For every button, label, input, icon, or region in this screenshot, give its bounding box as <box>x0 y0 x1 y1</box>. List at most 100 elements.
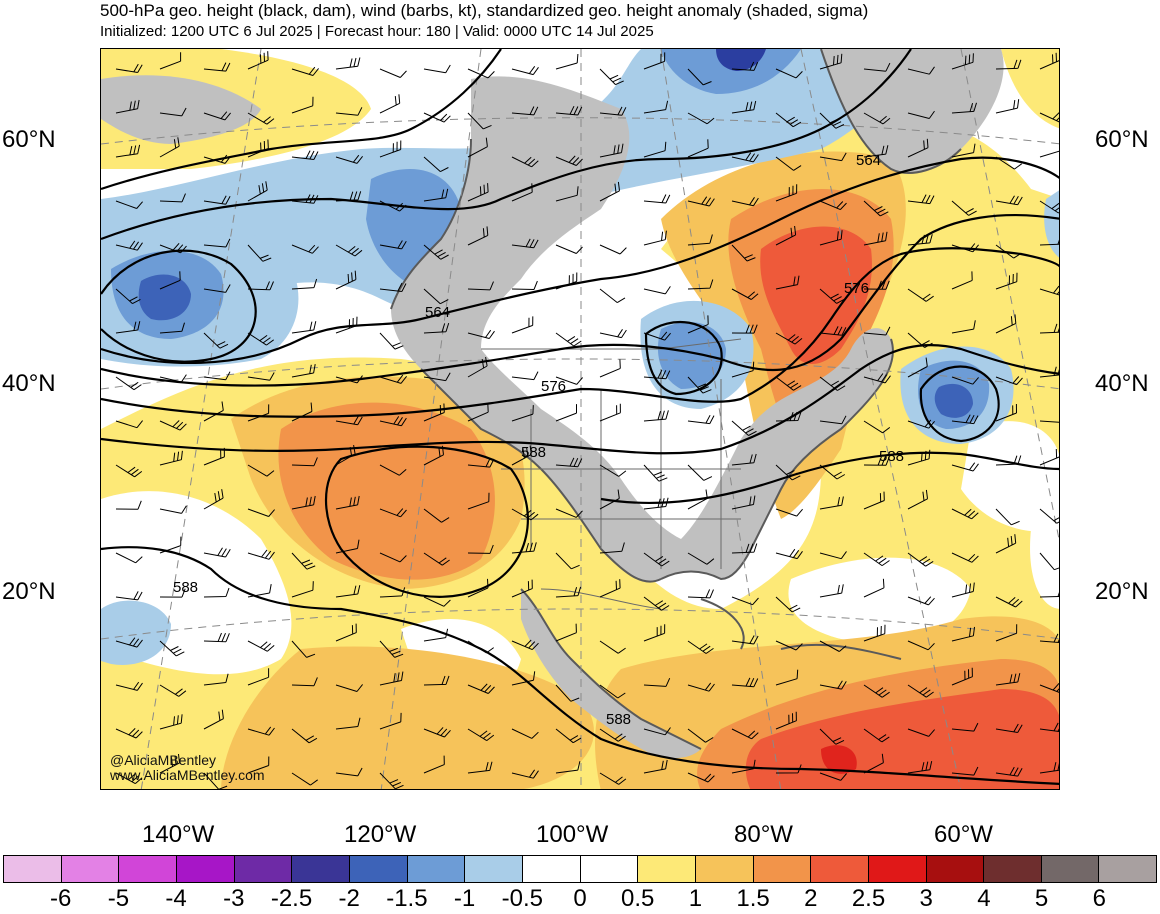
wind-barb <box>1039 366 1059 378</box>
wind-barb <box>995 673 1021 686</box>
wind-barb <box>907 552 934 567</box>
wind-barb <box>951 243 979 253</box>
colorbar-swatch <box>465 856 523 882</box>
wind-barb <box>731 288 759 300</box>
wind-barb <box>819 376 846 391</box>
wind-barb <box>819 53 843 70</box>
credit-handle: @AliciaMBentley <box>110 752 217 768</box>
wind-barb <box>863 728 890 743</box>
wind-barb <box>291 495 316 510</box>
wind-barb <box>731 453 757 466</box>
wind-barb <box>511 280 538 290</box>
wind-barb <box>291 772 318 786</box>
wind-barb <box>115 288 141 305</box>
wind-barb <box>731 543 758 554</box>
wind-barb <box>687 682 715 692</box>
wind-barb <box>467 226 489 246</box>
wind-barb <box>775 184 798 202</box>
colorbar-swatch <box>522 856 581 882</box>
wind-barb <box>687 196 715 207</box>
wind-barb <box>511 579 533 598</box>
wind-barb <box>995 59 1022 70</box>
wind-barb <box>159 52 182 70</box>
wind-barb <box>819 200 847 211</box>
wind-barb <box>511 156 539 168</box>
chart-subtitle: Initialized: 1200 UTC 6 Jul 2025 | Forec… <box>100 23 654 40</box>
wind-barb <box>247 756 270 774</box>
anomaly-neg-1-greatlakes <box>657 321 726 389</box>
anomaly-pos-25-spot <box>821 745 857 774</box>
colorbar-swatch <box>176 856 235 882</box>
anomaly-pos-2-east <box>760 226 872 364</box>
colorbar-swatch <box>753 856 812 882</box>
wind-barb <box>247 640 275 652</box>
wind-barb <box>599 772 627 785</box>
wind-barb <box>423 112 451 123</box>
credit-website: www.AliciaMBentley.com <box>110 767 265 783</box>
colorbar-label: -1.5 <box>386 885 428 912</box>
wind-barb <box>775 411 802 422</box>
wind-barb <box>1039 508 1059 524</box>
wind-barb <box>115 144 141 158</box>
wind-barb <box>203 238 231 248</box>
wind-barb <box>775 764 802 774</box>
wind-barb <box>335 316 358 334</box>
wind-barb <box>995 534 1017 554</box>
wind-barb <box>203 632 230 643</box>
colorbar-swatch <box>119 856 177 882</box>
wind-barb <box>291 66 319 76</box>
wind-barb <box>907 110 935 119</box>
wind-barb <box>511 371 539 381</box>
wind-barb <box>159 684 187 697</box>
wind-barb <box>1039 633 1059 643</box>
wind-barb <box>643 552 670 567</box>
contour-labels: 564 564 576 576 588 588 588 588 <box>173 152 904 728</box>
wind-barb <box>643 286 671 295</box>
colorbar-swatch <box>4 856 62 882</box>
wind-barb <box>643 331 671 341</box>
wind-barb <box>511 316 534 334</box>
contour-label: 576 <box>844 280 869 297</box>
wind-barb <box>159 588 186 598</box>
wind-barb <box>467 281 494 291</box>
wind-barb <box>951 143 976 158</box>
colorbar-label: 5 <box>1034 885 1049 912</box>
wind-barb <box>599 181 620 202</box>
land-greenland <box>821 49 1004 173</box>
wind-barb <box>1039 112 1059 123</box>
wind-barb <box>863 62 891 72</box>
wind-barb <box>555 623 577 642</box>
wind-barb <box>687 234 713 246</box>
wind-barb <box>643 677 671 687</box>
colorbar-label: 1 <box>688 885 703 912</box>
wind-barb <box>863 684 890 698</box>
wind-barb <box>379 374 407 384</box>
wind-barb <box>159 505 187 514</box>
wind-barb <box>423 156 449 173</box>
wind-barb <box>731 61 759 71</box>
wind-barb <box>555 272 578 290</box>
wind-barb <box>247 139 269 158</box>
colorbar-swatch <box>695 856 754 882</box>
wind-barb <box>643 52 666 70</box>
wind-barb <box>203 772 228 789</box>
wind-barb <box>819 112 845 129</box>
wind-barb <box>335 244 363 257</box>
wind-barb <box>995 766 1023 777</box>
wind-barb <box>819 230 843 246</box>
wind-barb <box>863 112 891 125</box>
wind-barb <box>379 282 407 292</box>
wind-barb <box>379 464 407 476</box>
anomaly-neg-15-atlantic <box>934 383 973 418</box>
lat-label-40n-left: 40°N <box>2 370 56 397</box>
map-canvas: 564 564 576 576 588 588 588 588 <box>101 49 1059 789</box>
wind-barb <box>467 183 489 202</box>
lat-label-60n-right: 60°N <box>1095 126 1149 153</box>
wind-barb <box>599 728 626 742</box>
wind-barb <box>731 197 759 207</box>
land-canada-west <box>101 75 261 144</box>
wind-barb <box>247 404 270 422</box>
wind-barb <box>467 357 488 378</box>
wind-barb <box>863 373 891 384</box>
colorbar-swatch <box>638 856 696 882</box>
